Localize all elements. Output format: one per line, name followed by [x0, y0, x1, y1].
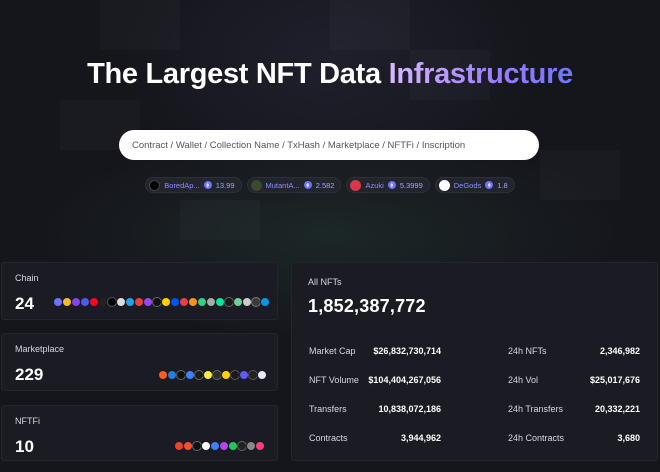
stat-value: 3,680 [617, 433, 640, 443]
collection-avatar-icon [149, 179, 161, 191]
stat-24h-nfts: 24h NFTs 2,346,982 [508, 346, 640, 356]
trending-chip[interactable]: MutantA... 2.582 [246, 177, 342, 193]
stat-value: $26,832,730,714 [373, 346, 441, 356]
marketplace-card[interactable]: Marketplace 229 [1, 333, 278, 391]
chain-card[interactable]: Chain 24 [1, 262, 278, 320]
trending-value: 5.3999 [399, 180, 423, 190]
stat-24h-contracts: 24h Contracts 3,680 [508, 433, 640, 443]
trending-chip[interactable]: BoredAp... 13.99 [145, 177, 242, 193]
all-nfts-total: 1,852,387,772 [308, 296, 426, 316]
chain-label: Chain [15, 273, 39, 283]
trending-chip[interactable]: Azuki 5.3999 [346, 177, 430, 193]
trending-name: MutantA... [265, 180, 300, 190]
collection-avatar-icon [350, 179, 362, 191]
trending-value: 1.8 [497, 180, 508, 190]
trending-collections: BoredAp... 13.99 MutantA... 2.582 Azuki … [0, 177, 660, 193]
search-input[interactable] [130, 138, 528, 152]
stat-label: 24h Vol [508, 375, 539, 385]
stat-nft-volume: NFT Volume $104,404,267,056 [309, 375, 441, 385]
stat-contracts: Contracts 3,944,962 [309, 433, 441, 443]
trending-value: 13.99 [215, 180, 235, 190]
stat-value: 3,944,962 [400, 433, 441, 443]
all-nfts-card: All NFTs 1,852,387,772 Market Cap $26,83… [291, 262, 658, 461]
hero-title-highlight: Infrastructure [388, 58, 574, 90]
search-bar[interactable] [119, 130, 539, 160]
eth-icon [485, 181, 494, 189]
stat-label: 24h Transfers [508, 404, 564, 414]
collection-avatar-icon [438, 179, 450, 191]
bg-tile [100, 0, 180, 50]
nftfi-icons [174, 441, 265, 451]
marketplace-icons [158, 370, 267, 380]
stat-label: Contracts [309, 433, 348, 443]
stat-label: NFT Volume [309, 375, 359, 385]
trending-name: DeGods [453, 180, 482, 190]
eth-icon [387, 181, 396, 189]
nftfi-label: NFTFi [15, 416, 40, 426]
nftfi-card[interactable]: NFTFi 10 [1, 405, 278, 461]
stat-value: 2,346,982 [599, 346, 640, 356]
stat-label: Market Cap [309, 346, 356, 356]
bg-tile [330, 0, 410, 50]
eth-icon [203, 181, 212, 189]
trending-name: BoredAp... [164, 180, 200, 190]
marketplace-count: 229 [15, 365, 44, 384]
stat-label: Transfers [309, 404, 347, 414]
nftfi-icon [255, 441, 265, 451]
stat-transfers: Transfers 10,838,072,186 [309, 404, 441, 414]
hero-title: The Largest NFT Data Infrastructure [0, 58, 660, 91]
stat-value: $25,017,676 [589, 375, 640, 385]
bg-tile [180, 200, 260, 240]
stat-24h-transfers: 24h Transfers 20,332,221 [508, 404, 640, 414]
stat-24h-vol: 24h Vol $25,017,676 [508, 375, 640, 385]
stat-label: 24h Contracts [508, 433, 565, 443]
hero-title-plain: The Largest NFT Data [87, 58, 389, 90]
collection-avatar-icon [250, 179, 262, 191]
all-nfts-label: All NFTs [308, 277, 342, 287]
chain-icons [53, 297, 270, 307]
stat-value: 10,838,072,186 [378, 404, 441, 414]
nftfi-count: 10 [15, 437, 34, 456]
stat-market-cap: Market Cap $26,832,730,714 [309, 346, 441, 356]
marketplace-label: Marketplace [15, 344, 65, 354]
trending-value: 2.582 [315, 180, 335, 190]
stat-value: $104,404,267,056 [368, 375, 441, 385]
trending-chip[interactable]: DeGods 1.8 [434, 177, 515, 193]
chain-count: 24 [15, 294, 34, 313]
ton-icon [260, 297, 270, 307]
stat-label: 24h NFTs [508, 346, 547, 356]
marketplace-icon [257, 370, 267, 380]
trending-name: Azuki [365, 180, 384, 190]
eth-icon [303, 181, 312, 189]
stat-value: 20,332,221 [594, 404, 640, 414]
